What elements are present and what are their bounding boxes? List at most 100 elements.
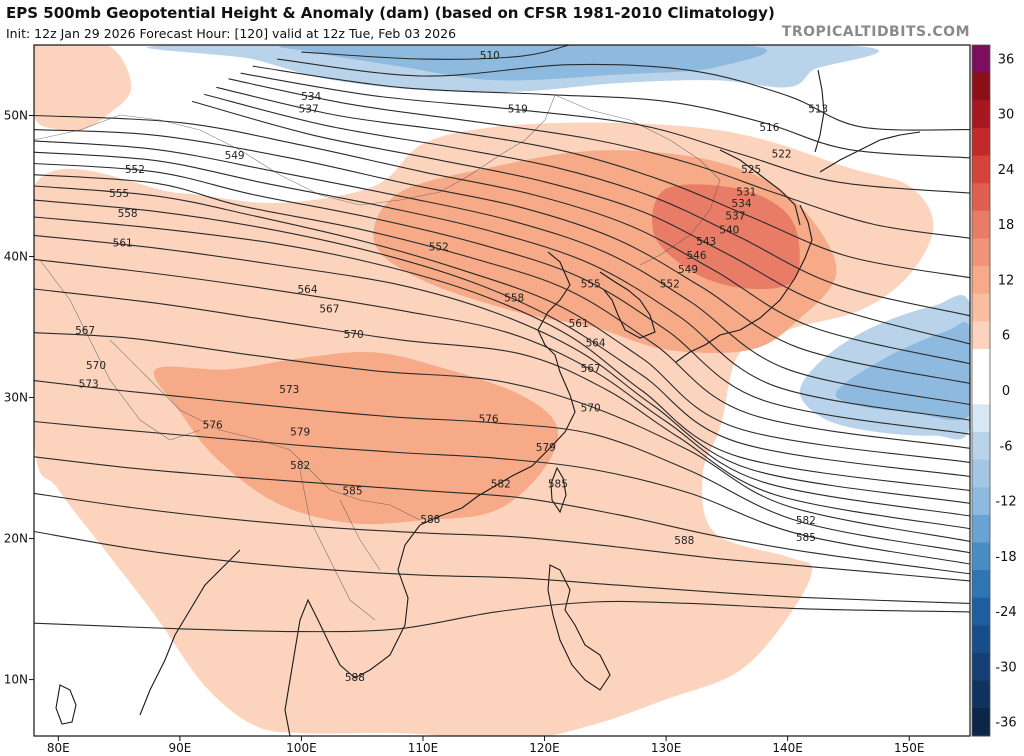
contour-label-552: 552 xyxy=(660,278,680,290)
contour-label-extra-13: 582 xyxy=(290,460,310,472)
lon-tick-label-140: 140E xyxy=(772,741,803,755)
colorbar-label-18: 18 xyxy=(998,218,1015,233)
height-contour-561 xyxy=(34,234,970,504)
lat-tick-label-50: 50N xyxy=(4,109,28,123)
contour-label-extra-12: 579 xyxy=(290,426,310,438)
colorbar-swatch-7 xyxy=(972,238,990,267)
contour-label-516: 516 xyxy=(759,122,779,134)
contour-label-579: 579 xyxy=(536,442,556,454)
colorbar-swatch-9 xyxy=(972,293,990,322)
map-frame xyxy=(33,44,971,737)
contour-label-layer: 5105135165195225255315345375405435465495… xyxy=(75,50,828,684)
border-china-southwest xyxy=(109,339,421,521)
border-layer xyxy=(34,94,721,621)
colorbar-swatch-18 xyxy=(972,542,990,571)
height-contour-510 xyxy=(301,45,570,60)
contour-label-522: 522 xyxy=(772,149,792,161)
coastline-philippines xyxy=(547,564,611,691)
lon-tick-label-90: 90E xyxy=(168,741,191,755)
border-indochina-internal xyxy=(299,469,381,621)
height-contour-543 xyxy=(34,151,970,421)
contour-label-extra-9: 570 xyxy=(344,329,364,341)
lat-tick-label-40: 40N xyxy=(4,250,28,264)
height-contour-552 xyxy=(34,185,970,463)
contour-label-extra-10: 573 xyxy=(79,378,99,390)
colorbar-swatch-6 xyxy=(972,210,990,239)
coastline-korea xyxy=(599,271,656,339)
colorbar-label--36: -36 xyxy=(995,716,1016,731)
height-contour-570 xyxy=(34,332,970,542)
contour-label-extra-17: 570 xyxy=(86,360,106,372)
colorbar-swatch-17 xyxy=(972,514,990,544)
colorbar-swatch-24 xyxy=(972,708,990,737)
contour-label-extra-0: 534 xyxy=(301,91,321,103)
coastline-taiwan xyxy=(550,466,567,514)
coastline-russia-east xyxy=(719,149,801,226)
colorbar-label-30: 30 xyxy=(998,108,1015,123)
coastline-indochina xyxy=(284,524,421,736)
colorbar-label-12: 12 xyxy=(998,273,1015,288)
height-contour-537 xyxy=(34,129,970,384)
height-contour-582 xyxy=(34,492,970,582)
watermark: TROPICALTIDBITS.COM xyxy=(781,24,970,40)
colorbar-label--30: -30 xyxy=(995,660,1016,675)
border-kazakhstan xyxy=(34,114,161,141)
colorbar-swatch-0 xyxy=(972,45,990,74)
contour-label-540: 540 xyxy=(719,225,739,237)
contour-label-576: 576 xyxy=(479,414,499,426)
lon-tick-label-130: 130E xyxy=(651,741,682,755)
contour-label-585: 585 xyxy=(548,479,568,491)
coastline-sri-lanka xyxy=(55,684,77,725)
contour-label-558: 558 xyxy=(504,292,524,304)
coastline-india-east xyxy=(139,549,241,716)
colorbar-swatch-13 xyxy=(972,404,990,433)
height-contour-579 xyxy=(34,456,970,575)
height-contour-layer xyxy=(34,45,970,633)
contour-label-extra-2: 549 xyxy=(225,150,245,162)
coastline-sakhalin xyxy=(814,69,825,153)
contour-label-567: 567 xyxy=(581,363,601,375)
contour-label-531: 531 xyxy=(736,187,756,199)
colorbar-swatch-21 xyxy=(972,625,990,654)
contour-label-510: 510 xyxy=(480,50,500,62)
contour-label-555: 555 xyxy=(581,278,601,290)
colorbar-frame xyxy=(971,44,991,737)
anomaly-region-pos12-3 xyxy=(153,351,558,525)
contour-label-extra-11: 576 xyxy=(203,419,223,431)
height-contour-564 xyxy=(34,258,970,517)
anomaly-region-neg12-7 xyxy=(278,45,768,81)
height-contour-513 xyxy=(277,58,970,131)
contour-label-570: 570 xyxy=(581,402,601,414)
contour-label-extra-19: 582 xyxy=(796,515,816,527)
colorbar-label--12: -12 xyxy=(995,495,1016,510)
colorbar-swatch-8 xyxy=(972,266,990,295)
contour-label-extra-4: 555 xyxy=(109,188,129,200)
colorbar-label--6: -6 xyxy=(1000,439,1013,454)
height-contour-528 xyxy=(204,93,970,317)
height-contour-546 xyxy=(34,162,970,435)
colorbar-swatch-23 xyxy=(972,680,990,709)
contour-label-525: 525 xyxy=(741,164,761,176)
lat-tick-label-30: 30N xyxy=(4,391,28,405)
contour-label-582: 582 xyxy=(491,479,511,491)
height-contour-531 xyxy=(191,100,970,345)
colorbar-swatch-20 xyxy=(972,597,990,626)
contour-label-564: 564 xyxy=(586,338,606,350)
anomaly-region-pos18-4 xyxy=(652,184,800,290)
contour-label-519: 519 xyxy=(508,104,528,116)
contour-label-extra-20: 585 xyxy=(796,532,816,544)
colorbar-swatch-15 xyxy=(972,459,990,488)
map-title: EPS 500mb Geopotential Height & Anomaly … xyxy=(6,4,775,22)
colorbar-label-36: 36 xyxy=(998,52,1015,67)
height-contour-585 xyxy=(34,530,970,604)
height-contour-516 xyxy=(252,65,970,159)
colorbar-swatch-10 xyxy=(972,321,990,350)
colorbar-swatch-3 xyxy=(972,127,990,157)
colorbar-swatch-11 xyxy=(972,349,990,378)
colorbar-swatch-1 xyxy=(972,72,990,101)
colorbar-swatch-19 xyxy=(972,570,990,599)
colorbar-label-0: 0 xyxy=(1002,384,1010,399)
contour-label-extra-3: 552 xyxy=(125,164,145,176)
lon-tick-label-110: 110E xyxy=(408,741,439,755)
